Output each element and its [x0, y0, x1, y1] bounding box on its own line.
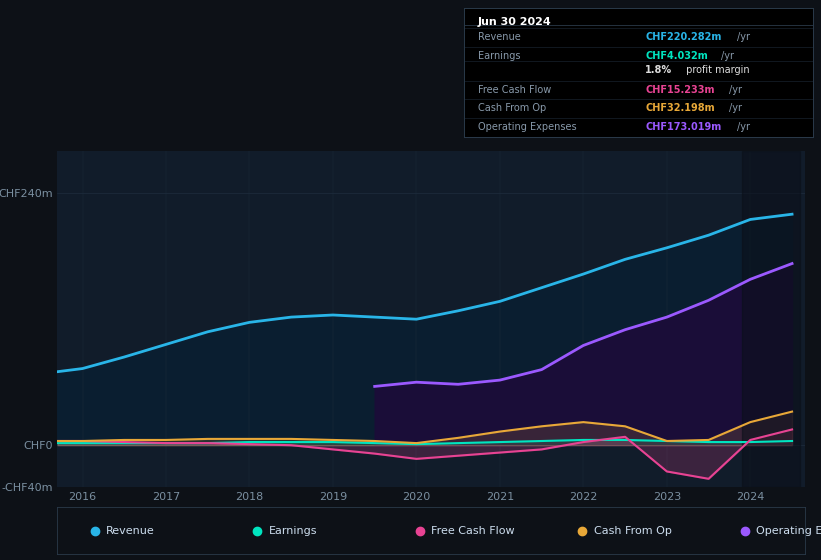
Text: Jun 30 2024: Jun 30 2024 [478, 17, 552, 27]
Text: Operating Expenses: Operating Expenses [756, 526, 821, 535]
Text: CHF220.282m: CHF220.282m [645, 32, 722, 42]
Text: 1.8%: 1.8% [645, 65, 672, 75]
Text: Cash From Op: Cash From Op [594, 526, 672, 535]
Bar [742, 151, 800, 487]
Text: /yr: /yr [729, 85, 742, 95]
Text: Operating Expenses: Operating Expenses [478, 122, 576, 132]
Text: /yr: /yr [722, 51, 734, 61]
Text: CHF4.032m: CHF4.032m [645, 51, 708, 61]
Text: Free Cash Flow: Free Cash Flow [478, 85, 551, 95]
Text: Earnings: Earnings [268, 526, 317, 535]
Text: Revenue: Revenue [478, 32, 521, 42]
Text: CHF32.198m: CHF32.198m [645, 102, 715, 113]
Text: Revenue: Revenue [106, 526, 155, 535]
Text: Free Cash Flow: Free Cash Flow [431, 526, 515, 535]
Text: /yr: /yr [736, 122, 750, 132]
Text: /yr: /yr [736, 32, 750, 42]
Text: profit margin: profit margin [683, 65, 750, 75]
Text: CHF15.233m: CHF15.233m [645, 85, 715, 95]
Text: Cash From Op: Cash From Op [478, 102, 546, 113]
Text: CHF173.019m: CHF173.019m [645, 122, 722, 132]
Text: /yr: /yr [729, 102, 742, 113]
Text: Earnings: Earnings [478, 51, 521, 61]
